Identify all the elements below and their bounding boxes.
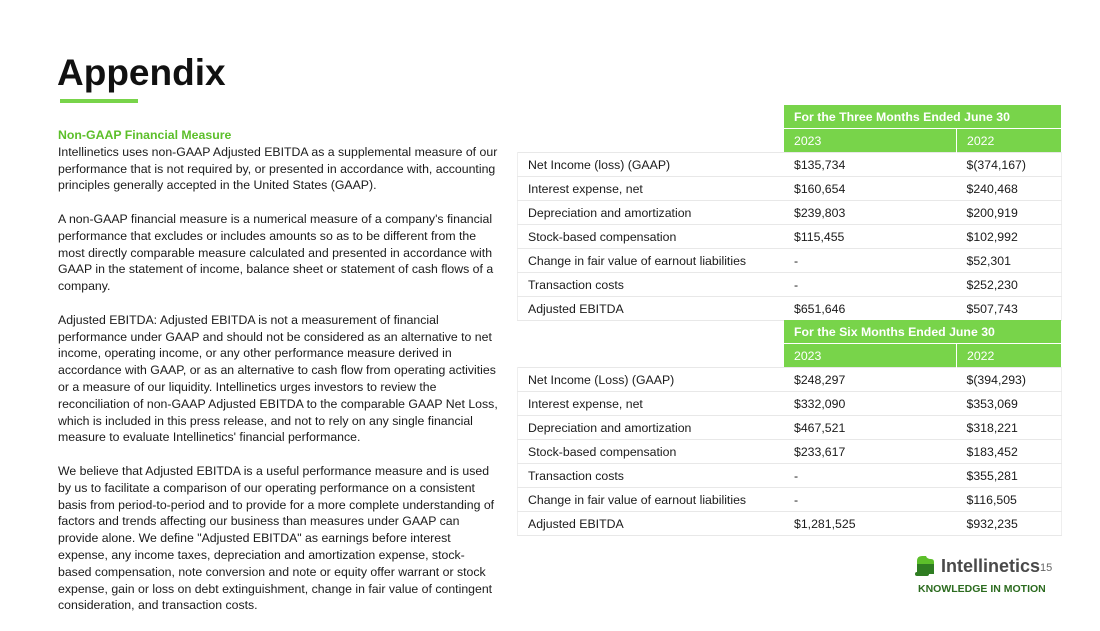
value-cell: $318,221: [956, 415, 1062, 440]
year-header: 2023: [784, 128, 957, 153]
table-row: Change in fair value of earnout liabilit…: [517, 248, 1062, 273]
value-cell: $52,301: [956, 248, 1062, 273]
table-row: Change in fair value of earnout liabilit…: [517, 487, 1062, 512]
value-cell: $332,090: [784, 391, 957, 416]
row-label: Stock-based compensation: [517, 439, 784, 464]
value-cell: $240,468: [956, 176, 1062, 201]
table-row: Depreciation and amortization $239,803 $20…: [517, 200, 1062, 225]
row-label: Change in fair value of earnout liabilit…: [517, 248, 784, 273]
value-cell: $467,521: [784, 415, 957, 440]
row-label: Depreciation and amortization: [517, 200, 784, 225]
blank-header: [518, 105, 785, 129]
value-cell: $233,617: [784, 439, 957, 464]
value-cell: $248,297: [784, 367, 957, 392]
value-cell: $(394,293): [956, 367, 1062, 392]
tagline: KNOWLEDGE IN MOTION: [918, 583, 1046, 595]
value-cell: $116,505: [956, 487, 1062, 512]
row-label: Stock-based compensation: [517, 224, 784, 249]
value-cell: $353,069: [956, 391, 1062, 416]
year-header: 2022: [956, 343, 1061, 368]
section-heading: Non-GAAP Financial Measure: [58, 128, 232, 142]
period-header: For the Three Months Ended June 30: [784, 105, 1061, 129]
value-cell: $102,992: [956, 224, 1062, 249]
table-row: Net Income (loss) (GAAP) $135,734 $(374,16…: [517, 152, 1062, 177]
value-cell: -: [784, 487, 957, 512]
period-header: For the Six Months Ended June 30: [784, 320, 1061, 344]
row-label: Adjusted EBITDA: [517, 296, 784, 321]
table-row: Transaction costs - $355,281: [517, 463, 1062, 488]
value-cell: $200,919: [956, 200, 1062, 225]
value-cell: $135,734: [784, 152, 957, 177]
value-cell: -: [784, 463, 957, 488]
row-label: Adjusted EBITDA: [517, 511, 784, 536]
paragraph: Intellinetics uses non-GAAP Adjusted EBI…: [58, 144, 498, 193]
blank-header: [518, 320, 785, 344]
table-row: Interest expense, net $332,090 $353,069: [517, 391, 1062, 416]
row-label: Interest expense, net: [517, 391, 784, 416]
logo-text: Intellinetics: [941, 555, 1041, 576]
year-header: 2023: [784, 343, 957, 368]
value-cell: $932,235: [956, 511, 1062, 536]
title-underline: [60, 99, 138, 103]
blank-header: [517, 343, 784, 368]
value-cell: -: [784, 248, 957, 273]
logo-icon: [915, 556, 934, 576]
table-row: Transaction costs - $252,230: [517, 272, 1062, 297]
non-gaap-description: Non-GAAP Financial Measure Intellinetics…: [58, 127, 498, 631]
table-row: Adjusted EBITDA $651,646 $507,743: [517, 296, 1062, 321]
paragraph: Adjusted EBITDA: Adjusted EBITDA is not …: [58, 312, 498, 445]
value-cell: $252,230: [956, 272, 1062, 297]
value-cell: $160,654: [784, 176, 957, 201]
table-row: Depreciation and amortization $467,521 $31…: [517, 415, 1062, 440]
row-label: Interest expense, net: [517, 176, 784, 201]
value-cell: $507,743: [956, 296, 1062, 321]
row-label: Transaction costs: [517, 463, 784, 488]
row-label: Net Income (Loss) (GAAP): [517, 367, 784, 392]
paragraph: We believe that Adjusted EBITDA is a use…: [58, 463, 495, 613]
table-row: Net Income (Loss) (GAAP) $248,297 $(394,29…: [517, 367, 1062, 392]
row-label: Transaction costs: [517, 272, 784, 297]
page-title: Appendix: [57, 52, 226, 93]
row-label: Change in fair value of earnout liabilit…: [517, 487, 784, 512]
table-row: Stock-based compensation $233,617 $183,452: [517, 439, 1062, 464]
blank-header: [517, 128, 784, 153]
table-row: Adjusted EBITDA $1,281,525 $932,235: [517, 511, 1062, 536]
value-cell: $1,281,525: [784, 511, 957, 536]
three-months-table: For the Three Months Ended June 30 2023 …: [517, 105, 1062, 321]
value-cell: $239,803: [784, 200, 957, 225]
paragraph: A non-GAAP financial measure is a numeri…: [58, 211, 494, 294]
row-label: Net Income (loss) (GAAP): [517, 152, 784, 177]
year-header: 2022: [956, 128, 1061, 153]
value-cell: -: [784, 272, 957, 297]
value-cell: $(374,167): [956, 152, 1062, 177]
value-cell: $183,452: [956, 439, 1062, 464]
value-cell: $651,646: [784, 296, 957, 321]
company-logo: Intellinetics: [915, 555, 1040, 577]
table-row: Stock-based compensation $115,455 $102,992: [517, 224, 1062, 249]
table-row: Interest expense, net $160,654 $240,468: [517, 176, 1062, 201]
row-label: Depreciation and amortization: [517, 415, 784, 440]
value-cell: $115,455: [784, 224, 957, 249]
value-cell: $355,281: [956, 463, 1062, 488]
page-number: 15: [1040, 562, 1053, 574]
six-months-table: For the Six Months Ended June 30 2023 20…: [517, 320, 1062, 536]
